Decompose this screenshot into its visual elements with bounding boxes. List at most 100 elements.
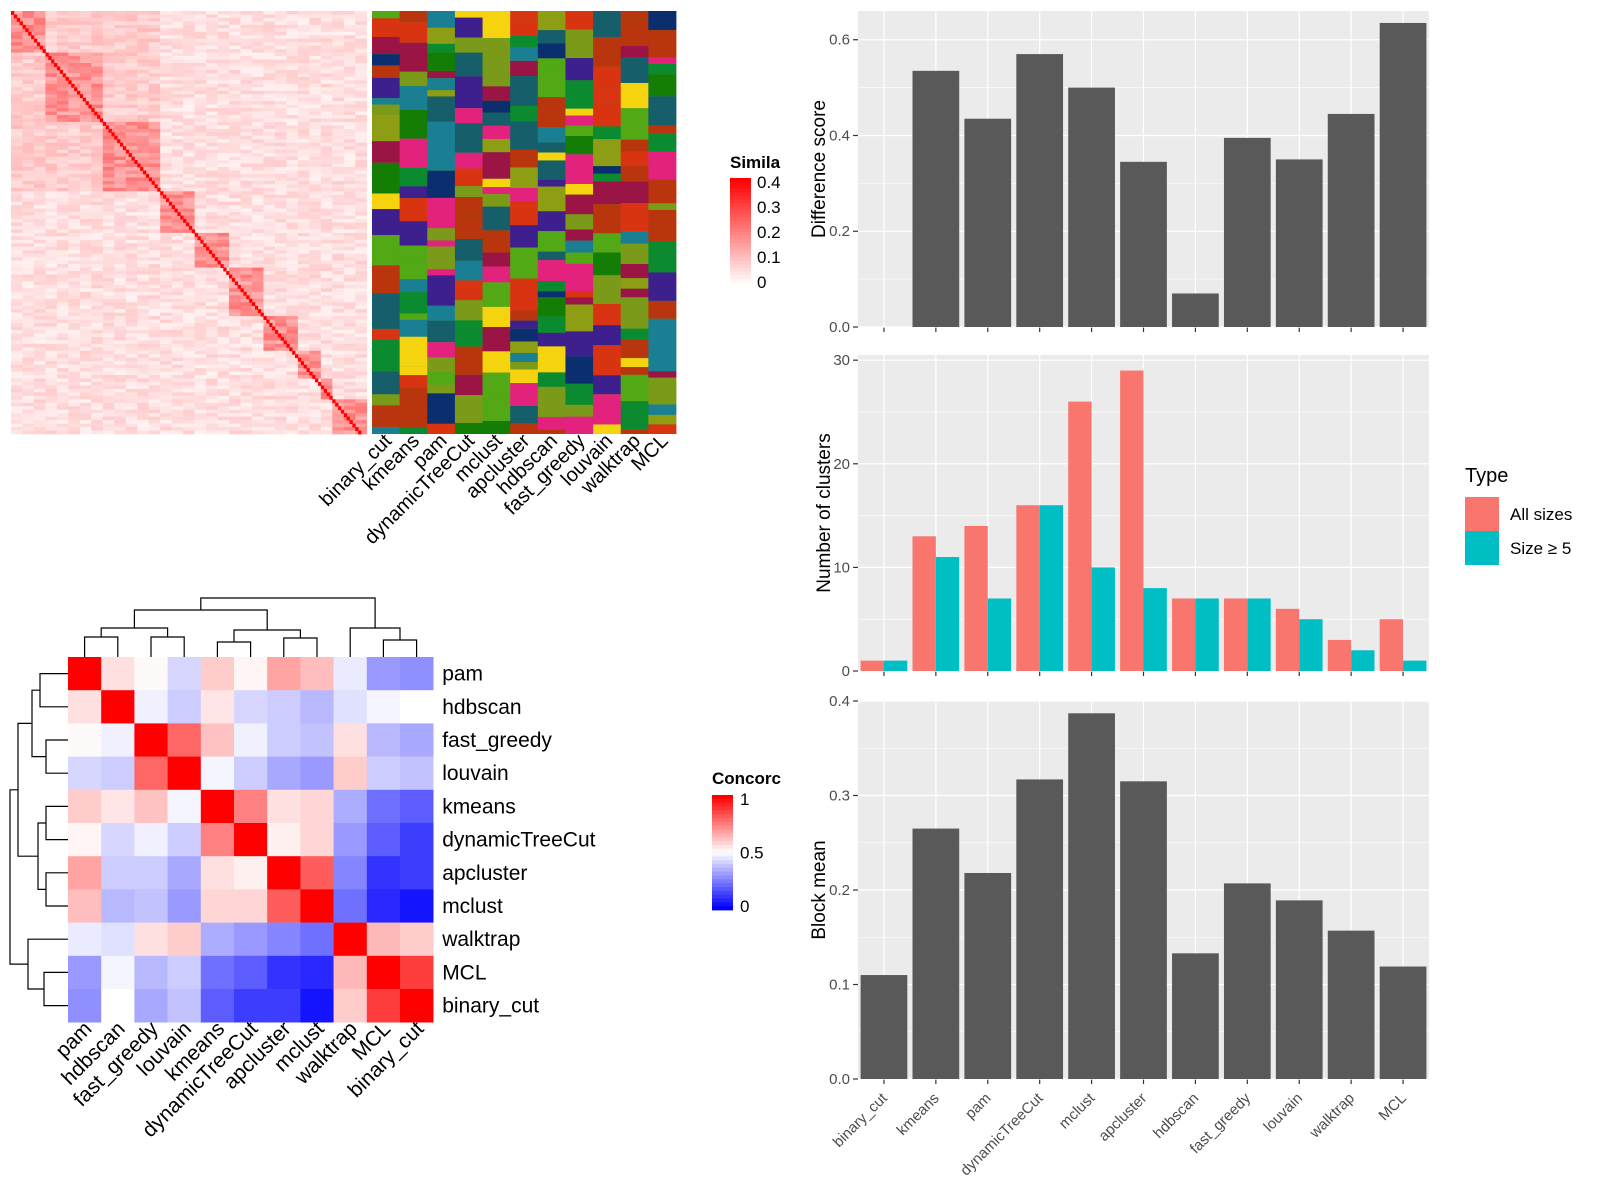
similarity-cell	[217, 236, 230, 241]
similarity-cell	[194, 222, 207, 227]
similarity-cell	[194, 347, 207, 352]
similarity-cell	[355, 381, 368, 386]
similarity-cell	[263, 329, 276, 334]
concordance-cell	[267, 856, 301, 890]
similarity-cell	[125, 194, 138, 199]
similarity-cell	[194, 395, 207, 400]
similarity-cell	[22, 187, 35, 192]
cluster-segment	[399, 22, 428, 43]
similarity-cell	[148, 364, 161, 369]
similarity-cell	[217, 31, 230, 36]
cluster-segment	[620, 231, 649, 244]
similarity-cell	[286, 225, 299, 230]
similarity-cell	[263, 406, 276, 411]
similarity-cell	[263, 277, 276, 282]
similarity-cell	[240, 69, 253, 74]
similarity-cell	[137, 239, 150, 244]
similarity-cell	[91, 402, 104, 407]
similarity-cell	[309, 132, 322, 137]
similarity-legend-tick: 0.3	[757, 198, 781, 217]
similarity-cell	[11, 115, 23, 119]
similarity-cell	[171, 45, 184, 50]
similarity-cell	[251, 52, 264, 57]
similarity-cell	[68, 222, 81, 227]
similarity-cell	[229, 302, 241, 307]
similarity-cell	[194, 111, 207, 116]
similarity-cell	[22, 215, 35, 220]
similarity-cell	[22, 326, 35, 331]
similarity-cell	[79, 215, 92, 220]
concordance-cell	[134, 889, 168, 923]
similarity-cell	[160, 312, 172, 317]
similarity-cell	[56, 271, 69, 275]
similarity-cell	[251, 94, 264, 98]
similarity-cell	[91, 271, 104, 275]
column-dendrogram-branch	[382, 639, 418, 657]
similarity-cell	[148, 121, 161, 126]
similarity-cell	[297, 167, 310, 171]
similarity-cell	[56, 24, 69, 29]
similarity-cell	[91, 73, 104, 78]
similarity-cell	[297, 354, 310, 359]
cluster-segment	[565, 290, 594, 298]
similarity-cell	[229, 28, 241, 33]
similarity-cell	[114, 312, 127, 317]
cluster-segment	[372, 265, 401, 294]
similarity-cell	[217, 173, 230, 178]
similarity-cell	[183, 160, 195, 164]
similarity-cell	[102, 232, 115, 237]
similarity-cell	[137, 371, 150, 376]
similarity-cell	[194, 357, 207, 362]
similarity-cell	[22, 69, 35, 74]
similarity-cell	[125, 336, 138, 341]
similarity-cell	[274, 388, 287, 393]
similarity-cell	[240, 121, 253, 126]
similarity-cell	[206, 378, 218, 383]
similarity-cell	[343, 236, 356, 241]
cluster-segment	[537, 160, 566, 180]
similarity-cell	[286, 14, 299, 19]
similarity-cell	[274, 288, 287, 293]
similarity-cell	[56, 167, 69, 171]
similarity-cell	[240, 111, 253, 116]
similarity-cell	[286, 343, 299, 348]
similarity-cell	[171, 108, 184, 112]
similarity-cell	[102, 69, 115, 74]
cluster-segment	[620, 82, 649, 109]
similarity-cell	[148, 135, 161, 140]
similarity-cell	[194, 378, 207, 383]
cluster-segment	[565, 125, 594, 137]
similarity-cell	[125, 430, 138, 435]
similarity-cell	[251, 364, 264, 369]
similarity-cell	[332, 395, 345, 400]
similarity-cell	[343, 250, 356, 255]
similarity-cell	[183, 229, 195, 234]
similarity-cell	[171, 115, 184, 119]
cluster-segment	[648, 125, 677, 134]
similarity-cell	[171, 142, 184, 147]
similarity-cell	[206, 267, 218, 272]
concordance-legend-gradient	[712, 833, 733, 838]
similarity-cell	[274, 156, 287, 161]
similarity-cell	[22, 167, 35, 171]
similarity-cell	[194, 340, 207, 345]
similarity-cell	[11, 257, 23, 261]
similarity-cell	[171, 11, 184, 15]
similarity-cell	[309, 430, 322, 435]
concordance-cell	[300, 657, 334, 691]
similarity-cell	[11, 402, 23, 407]
cluster-segment	[648, 371, 677, 378]
similarity-cell	[251, 59, 264, 64]
similarity-cell	[251, 350, 264, 355]
similarity-cell	[45, 66, 58, 71]
similarity-cell	[91, 173, 104, 178]
similarity-cell	[11, 121, 23, 126]
similarity-cell	[297, 399, 310, 404]
similarity-cell	[79, 194, 92, 199]
similarity-cell	[355, 63, 368, 67]
similarity-cell	[171, 288, 184, 293]
similarity-cell	[217, 305, 230, 310]
similarity-cell	[240, 420, 253, 424]
similarity-cell	[114, 163, 127, 168]
similarity-cell	[22, 115, 35, 119]
